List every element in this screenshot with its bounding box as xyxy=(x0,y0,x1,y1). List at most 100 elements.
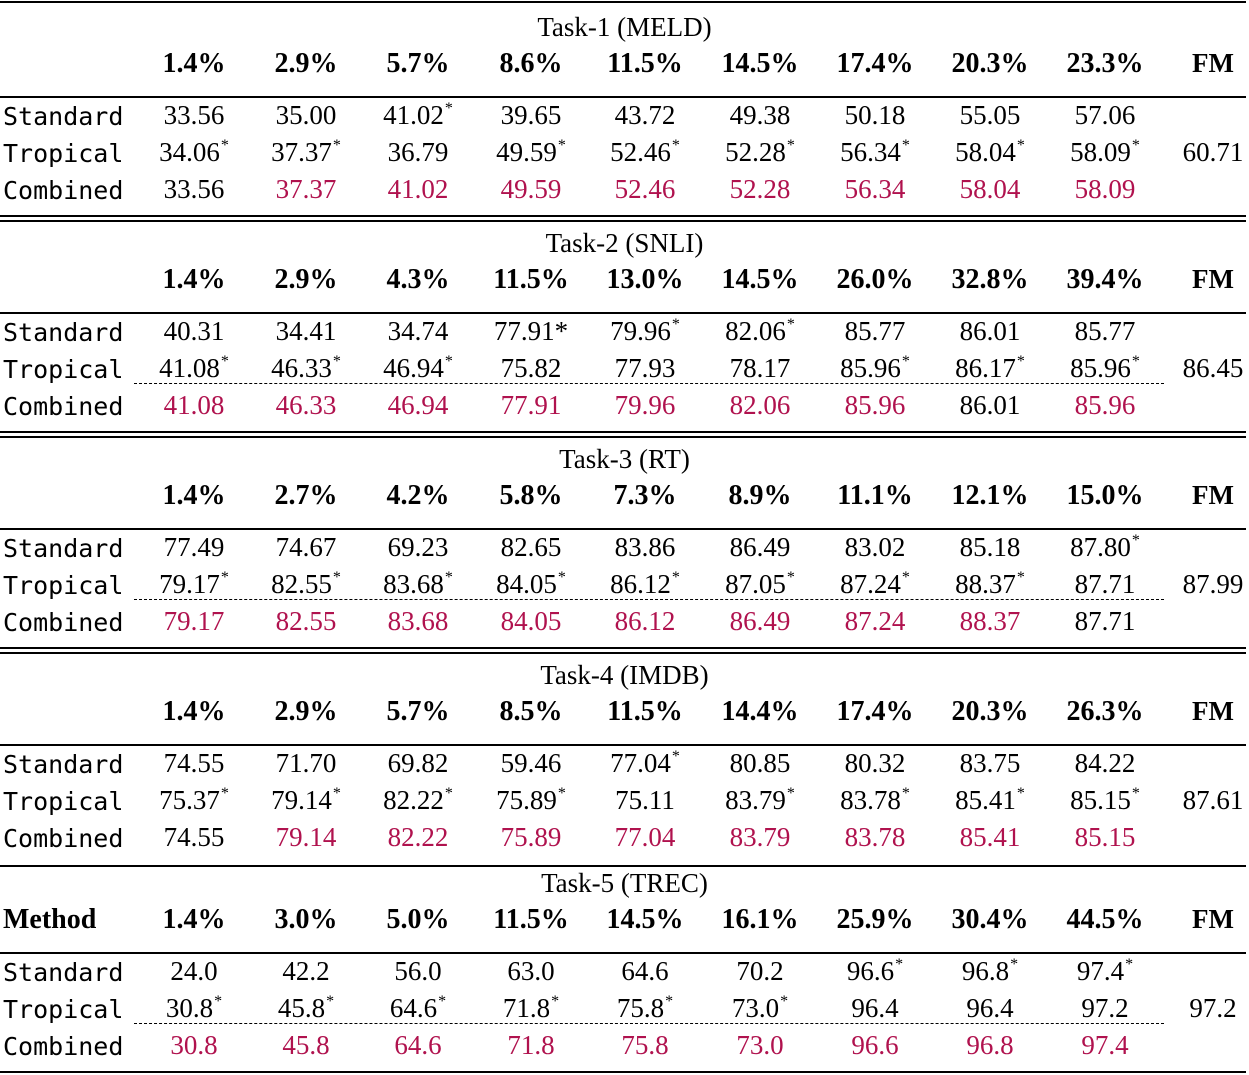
table-cell: 74.55 xyxy=(136,750,252,777)
table-cell: 77.04 xyxy=(587,824,703,851)
significance-marker: * xyxy=(551,993,560,1010)
column-header: 5.7% xyxy=(386,48,450,79)
column-header: 8.5% xyxy=(499,696,563,727)
cell-value: 96.4 xyxy=(851,993,899,1023)
column-header: 30.4% xyxy=(951,904,1029,935)
cell-value: 86.49 xyxy=(729,606,791,636)
cell-value: 87.05 xyxy=(725,569,786,599)
cell-value: 86.12 xyxy=(610,569,671,599)
fm-value: 87.99 xyxy=(1182,569,1244,599)
method-label: Tropical xyxy=(3,995,124,1024)
cell-value: 58.09 xyxy=(1070,137,1131,167)
cell-value: 83.78 xyxy=(840,785,901,815)
task-title: Task-3 (RT) xyxy=(559,444,690,474)
cell-value: 86.01 xyxy=(959,390,1021,420)
table-cell: 69.82 xyxy=(360,750,476,777)
cell-value: 97.4 xyxy=(1076,956,1125,986)
significance-marker: * xyxy=(220,137,229,154)
table-cell: 41.08 xyxy=(136,392,252,419)
cell-value: 83.68 xyxy=(383,569,444,599)
table-cell: 77.49 xyxy=(136,534,252,561)
significance-marker: * xyxy=(671,569,680,586)
column-header: 11.5% xyxy=(607,696,683,727)
significance-marker: * xyxy=(444,353,453,370)
table-cell: 33.56 xyxy=(136,176,252,203)
table-cell: 57.06 xyxy=(1047,102,1163,129)
table-cell: 96.4 xyxy=(817,995,933,1022)
cell-value: 83.78 xyxy=(844,822,906,852)
column-header: 8.6% xyxy=(499,48,563,79)
table-cell: 87.71 xyxy=(1047,571,1163,598)
significance-marker: * xyxy=(332,353,341,370)
column-header: 3.0% xyxy=(274,904,338,935)
cell-value: 82.22 xyxy=(387,822,449,852)
cell-value: 85.96 xyxy=(1074,390,1136,420)
method-label: Standard xyxy=(3,318,124,347)
cell-value: 77.04 xyxy=(614,822,676,852)
table-cell: 86.12 xyxy=(587,608,703,635)
significance-marker: * xyxy=(786,137,795,154)
significance-marker: * xyxy=(1016,785,1025,802)
cell-value: 40.31 xyxy=(163,316,225,346)
table-cell: 85.77 xyxy=(817,318,933,345)
table-cell: 75.8 xyxy=(587,1032,703,1059)
column-header: 11.1% xyxy=(837,480,913,511)
table-cell: 79.14 xyxy=(248,824,364,851)
column-header: 44.5% xyxy=(1066,904,1144,935)
cell-value: 85.96 xyxy=(840,353,901,383)
column-header: 17.4% xyxy=(836,696,914,727)
column-header: 20.3% xyxy=(951,696,1029,727)
header-rule xyxy=(0,312,1246,314)
table-cell: 41.02* xyxy=(360,101,476,129)
column-header: 1.4% xyxy=(162,48,226,79)
table-cell: 46.94 xyxy=(360,392,476,419)
table-cell: 84.22 xyxy=(1047,750,1163,777)
cell-value: 64.6 xyxy=(621,956,669,986)
cell-value: 34.06 xyxy=(159,137,220,167)
column-header: 2.9% xyxy=(274,264,338,295)
significance-marker: * xyxy=(1131,137,1140,154)
cell-value: 50.18 xyxy=(844,100,906,130)
cell-value: 24.0 xyxy=(170,956,218,986)
cell-value: 73.0 xyxy=(731,993,780,1023)
table-cell: 83.86 xyxy=(587,534,703,561)
table-cell: 82.55* xyxy=(248,570,364,598)
table-cell: 71.8* xyxy=(473,993,589,1022)
cell-value: 46.33 xyxy=(275,390,337,420)
significance-marker: * xyxy=(901,569,910,586)
column-header: 14.5% xyxy=(721,48,799,79)
cell-value: 73.0 xyxy=(736,1030,784,1060)
table-cell: 43.72 xyxy=(587,102,703,129)
table-cell: 39.65 xyxy=(473,102,589,129)
table-cell: 46.33 xyxy=(248,392,364,419)
cell-value: 37.37 xyxy=(271,137,332,167)
significance-marker: * xyxy=(780,993,789,1010)
column-header: 20.3% xyxy=(951,48,1029,79)
column-header: 5.8% xyxy=(499,480,563,511)
table-cell: 45.8 xyxy=(248,1032,364,1059)
column-header: 14.4% xyxy=(721,696,799,727)
cell-value: 86.49 xyxy=(729,532,791,562)
table-cell: 46.94* xyxy=(360,353,476,382)
table-cell: 86.01 xyxy=(932,318,1048,345)
top-rule xyxy=(0,1,1246,3)
cell-value: 74.55 xyxy=(163,822,225,852)
significance-marker: * xyxy=(326,993,335,1010)
cell-value: 41.02 xyxy=(387,174,449,204)
table-cell: 86.01 xyxy=(932,392,1048,419)
cell-value: 71.8 xyxy=(507,1030,555,1060)
fm-column-header: FM xyxy=(1192,904,1234,934)
table-cell: 80.32 xyxy=(817,750,933,777)
table-cell: 58.09* xyxy=(1047,137,1163,167)
table-cell: 30.8* xyxy=(136,994,252,1022)
table-cell: 35.00 xyxy=(248,102,364,129)
column-header: 1.4% xyxy=(162,480,226,511)
table-cell: 75.37* xyxy=(136,786,252,814)
column-header: 14.5% xyxy=(721,264,799,295)
cell-value: 34.74 xyxy=(387,316,449,346)
table-cell: 78.17 xyxy=(702,355,818,382)
fm-column-header: FM xyxy=(1192,480,1234,510)
column-header: 13.0% xyxy=(606,264,684,295)
column-header: 16.1% xyxy=(721,904,799,935)
cell-value: 83.02 xyxy=(844,532,906,562)
